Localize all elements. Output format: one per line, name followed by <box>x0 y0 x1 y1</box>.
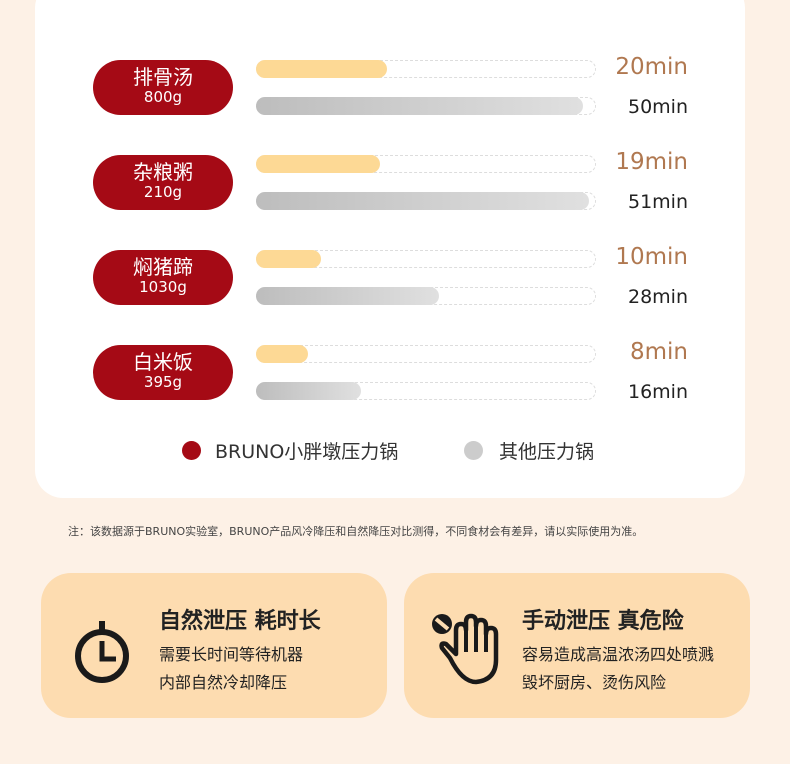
category-name: 焖猪蹄 <box>133 255 193 279</box>
category-weight: 1030g <box>139 278 187 296</box>
value-label-bruno: 20min <box>615 54 688 80</box>
bar-bruno <box>256 345 309 363</box>
value-label-other: 28min <box>627 286 688 308</box>
category-name: 白米饭 <box>133 350 193 374</box>
bar-other <box>256 382 361 400</box>
bar-track <box>256 97 596 115</box>
value-label-bruno: 19min <box>615 149 688 175</box>
category-pill: 白米饭 395g <box>93 345 233 400</box>
bar-other <box>256 97 583 115</box>
bar-bruno <box>256 250 322 268</box>
bar-track <box>256 287 596 305</box>
stop-hand-icon <box>432 613 499 685</box>
card-line: 需要长时间等待机器 <box>159 645 304 664</box>
value-label-other: 51min <box>627 191 688 213</box>
value-label-other: 50min <box>627 96 688 118</box>
bar-track <box>256 192 596 210</box>
legend-dot-bruno <box>182 441 201 460</box>
category-row: 排骨汤 800g 20min 50min <box>93 54 693 120</box>
bar-track <box>256 155 596 173</box>
bar-bruno <box>256 60 387 78</box>
card-line: 容易造成高温浓汤四处喷溅 <box>522 645 715 664</box>
category-row: 焖猪蹄 1030g 10min 28min <box>93 244 693 310</box>
natural-release-card: 自然泄压 耗时长 需要长时间等待机器 内部自然冷却降压 <box>41 573 387 718</box>
category-weight: 395g <box>143 373 183 391</box>
bar-other <box>256 192 590 210</box>
card-title: 自然泄压 耗时长 <box>159 609 321 634</box>
category-name: 杂粮粥 <box>133 160 193 184</box>
bar-track <box>256 60 596 78</box>
category-row: 杂粮粥 210g 19min 51min <box>93 149 693 215</box>
category-row: 白米饭 395g 8min 16min <box>93 339 693 405</box>
stopwatch-icon <box>75 621 129 683</box>
category-weight: 210g <box>143 183 183 201</box>
value-label-other: 16min <box>627 381 688 403</box>
bar-bruno <box>256 155 381 173</box>
value-label-bruno: 10min <box>615 244 688 270</box>
legend-dot-other <box>464 441 483 460</box>
category-pill: 排骨汤 800g <box>93 60 233 115</box>
card-title: 手动泄压 真危险 <box>522 609 684 634</box>
value-label-bruno: 8min <box>629 339 688 365</box>
category-pill: 焖猪蹄 1030g <box>93 250 233 305</box>
legend-label-other: 其他压力锅 <box>499 441 595 463</box>
footnote: 注：该数据源于BRUNO实验室，BRUNO产品风冷降压和自然降压对比测得，不同食… <box>68 525 644 538</box>
bar-track <box>256 382 596 400</box>
bar-track <box>256 250 596 268</box>
card-line: 毁坏厨房、烫伤风险 <box>522 673 667 692</box>
bar-other <box>256 287 440 305</box>
category-pill: 杂粮粥 210g <box>93 155 233 210</box>
category-weight: 800g <box>143 88 183 106</box>
legend-label-bruno: BRUNO小胖墩压力锅 <box>215 441 399 463</box>
manual-release-card: 手动泄压 真危险 容易造成高温浓汤四处喷溅 毁坏厨房、烫伤风险 <box>404 573 750 718</box>
bar-track <box>256 345 596 363</box>
category-name: 排骨汤 <box>133 65 193 89</box>
card-line: 内部自然冷却降压 <box>159 673 288 692</box>
